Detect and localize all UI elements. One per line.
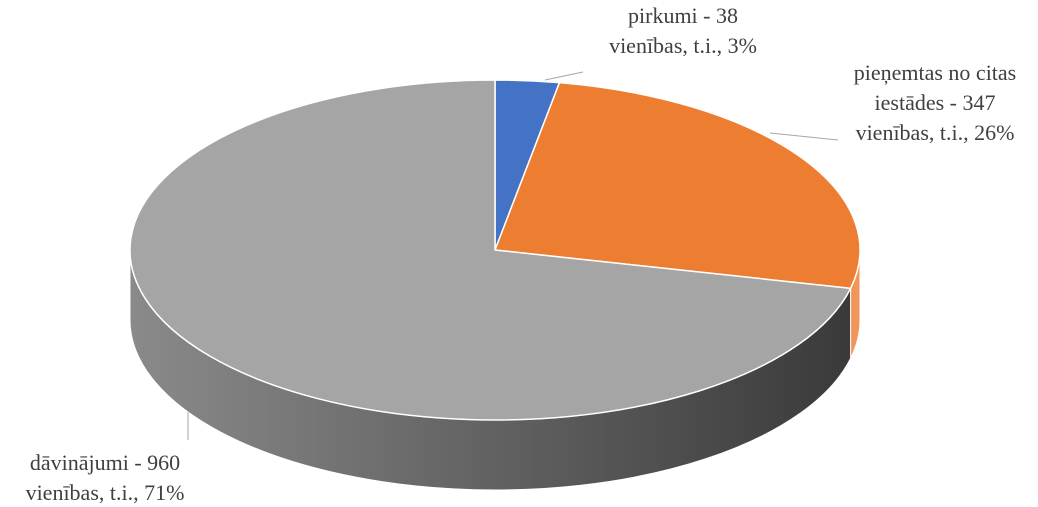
data-label: pirkumi - 38 vienības, t.i., 3%: [609, 3, 757, 58]
data-label-line: pirkumi - 38: [628, 3, 738, 28]
data-label-line: dāvinājumi - 960: [30, 450, 180, 475]
slice: [493, 81, 861, 290]
slice: [129, 79, 852, 421]
leader-line: [769, 132, 839, 141]
data-label: dāvinājumi - 960 vienības, t.i., 71%: [26, 450, 185, 505]
data-label-line: pieņemtas no citas: [854, 60, 1017, 85]
leader-line: [544, 71, 584, 81]
data-label-line: vienības, t.i., 26%: [856, 120, 1015, 145]
data-label-line: iestādes - 347: [875, 90, 996, 115]
data-label: pieņemtas no citas iestādes - 347 vienības…: [854, 60, 1017, 145]
data-label-line: vienības, t.i., 71%: [26, 480, 185, 505]
data-label-line: vienības, t.i., 3%: [609, 33, 757, 58]
